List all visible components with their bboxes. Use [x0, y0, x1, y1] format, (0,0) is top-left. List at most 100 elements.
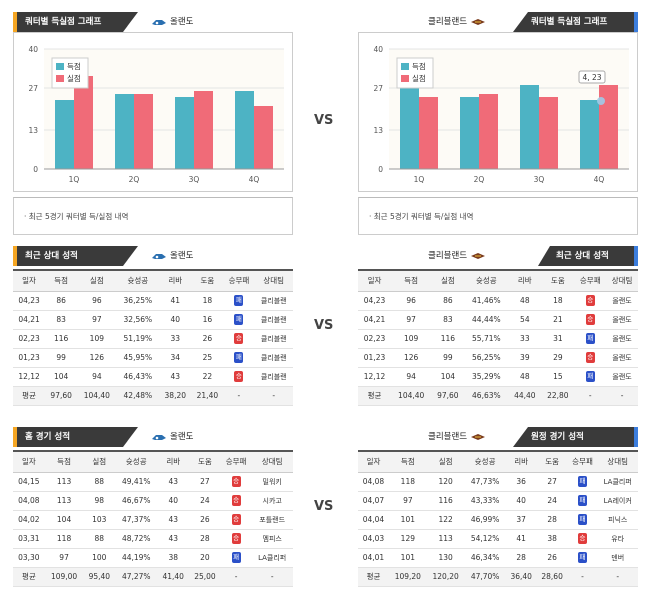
bar-allow — [74, 76, 93, 169]
date-cell: 04,02 — [13, 510, 45, 530]
average-cell: 41,40 — [157, 567, 190, 587]
recent-away-title: 최근 상대 성적 — [538, 246, 638, 266]
bar-allow — [479, 94, 498, 169]
table-row: 04,21 97 83 44,44% 54 21 승 올랜도 — [358, 310, 638, 330]
allow-cell: 130 — [426, 548, 465, 568]
reb-cell: 39 — [508, 348, 542, 368]
tooltip-text: 4, 23 — [582, 73, 601, 82]
ast-cell: 24 — [189, 491, 221, 511]
average-cell: 97,60 — [431, 386, 465, 406]
column-header: 슛성공 — [464, 271, 509, 292]
fg-cell: 49,41% — [115, 472, 158, 492]
column-header: 상대팀 — [606, 271, 638, 292]
result-cell: 패 — [567, 491, 598, 511]
average-cell: 120,20 — [426, 567, 465, 587]
quarter-graph-away: 클리블랜드 쿼터별 득실점 그래프 0 13 27 40 1Q 2Q 3Q 4Q 득점 실점 4, … — [358, 12, 638, 237]
result-cell: 패 — [574, 329, 607, 349]
column-header: 도움 — [189, 452, 221, 473]
ast-cell: 22 — [191, 367, 224, 387]
fg-cell: 44,44% — [464, 310, 509, 330]
opp-cell: 멤피스 — [251, 529, 293, 549]
away-games-title: 원정 경기 성적 — [513, 427, 638, 447]
pts-cell: 118 — [388, 472, 427, 492]
average-cell: 평균 — [13, 386, 46, 406]
date-cell: 04,23 — [13, 291, 46, 311]
bar-score — [175, 97, 194, 169]
loss-badge: 패 — [234, 295, 244, 306]
home-games-title: 홈 경기 성적 — [13, 427, 138, 447]
pts-cell: 97 — [44, 548, 84, 568]
opp-cell: 클리블랜 — [254, 367, 293, 387]
loss-badge: 패 — [578, 514, 587, 525]
table-row: 02,23 116 109 51,19% 33 26 승 클리블랜 — [13, 329, 293, 349]
fg-cell: 36,25% — [116, 291, 160, 311]
result-cell: 승 — [223, 367, 255, 387]
column-header: 승무패 — [220, 452, 252, 473]
quarter-away-title: 쿼터별 득실점 그래프 — [513, 12, 638, 32]
record-table: 일자 득점 실점 슛성공 리바 도움 승무패 상대팀 04,15 113 88 49,41% 43 27 승… — [13, 452, 293, 587]
recent-record-away: 클리블랜드 최근 상대 성적 일자 득점 실점 슛성공 리바 도움 승무패 상대팀 04,23 9… — [358, 246, 638, 406]
column-header: 실점 — [77, 271, 117, 292]
table-row: 04,03 129 113 54,12% 41 38 승 유타 — [358, 529, 638, 549]
column-header: 도움 — [536, 452, 568, 473]
recent-home-title: 최근 상대 성적 — [13, 246, 138, 266]
date-cell: 01,23 — [13, 348, 46, 368]
column-header: 슛성공 — [464, 452, 506, 473]
reb-cell: 54 — [508, 310, 542, 330]
table-header-row: 일자 득점 실점 슛성공 리바 도움 승무패 상대팀 — [13, 452, 293, 473]
allow-cell: 86 — [431, 291, 465, 311]
bar-allow — [134, 94, 153, 169]
legend-box — [51, 57, 89, 89]
table-row: 03,31 118 88 48,72% 43 28 승 멤피스 — [13, 529, 293, 549]
reb-cell: 40 — [159, 310, 192, 330]
average-cell: 42,48% — [116, 386, 160, 406]
column-header: 득점 — [388, 452, 427, 473]
y-tick-label: 40 — [28, 45, 38, 54]
y-tick-label: 27 — [373, 84, 383, 93]
result-cell: 패 — [567, 472, 598, 492]
away-games-team: 클리블랜드 — [428, 427, 486, 447]
fg-cell: 48,72% — [115, 529, 158, 549]
result-cell: 승 — [220, 510, 252, 530]
allow-cell: 120 — [426, 472, 465, 492]
x-tick-label: 2Q — [474, 175, 485, 184]
home-games-record: 홈 경기 성적 올랜도 일자 득점 실점 슛성공 리바 도움 승무패 상대팀 04,15 113 8… — [13, 427, 293, 587]
team-logo-icon — [471, 433, 486, 440]
pts-cell: 97 — [391, 310, 432, 330]
pts-cell: 129 — [388, 529, 427, 549]
opp-cell: 밀워키 — [251, 472, 293, 492]
reb-cell: 43 — [157, 529, 190, 549]
quarter-away-team: 클리블랜드 — [428, 12, 486, 32]
column-header: 리바 — [508, 271, 542, 292]
opp-cell: 올랜도 — [606, 329, 638, 349]
ast-cell: 38 — [536, 529, 568, 549]
column-header: 상대팀 — [251, 452, 293, 473]
quarter-chart-box: 0 13 27 40 1Q 2Q 3Q 4Q 득점 실점 4, 23 — [358, 32, 638, 192]
date-cell: 12,12 — [358, 367, 392, 387]
fg-cell: 43,33% — [464, 491, 506, 511]
column-header: 도움 — [541, 271, 575, 292]
ast-cell: 16 — [191, 310, 224, 330]
allow-cell: 88 — [83, 472, 116, 492]
average-cell: 25,00 — [189, 567, 221, 587]
opp-cell: LA클리퍼 — [597, 472, 638, 492]
team-name: 올랜도 — [170, 251, 194, 261]
average-cell: 22,80 — [541, 386, 575, 406]
column-header: 일자 — [13, 271, 46, 292]
away-games-record: 클리블랜드 원정 경기 성적 일자 득점 실점 슛성공 리바 도움 승무패 상대팀 04,08 1… — [358, 427, 638, 587]
y-tick-label: 40 — [373, 45, 383, 54]
average-cell: - — [574, 386, 607, 406]
record-table: 일자 득점 실점 슛성공 리바 도움 승무패 상대팀 04,23 96 86 41,46% 48 18 승 올… — [358, 271, 638, 406]
bar-score — [55, 100, 74, 169]
column-header: 실점 — [426, 452, 465, 473]
win-badge: 승 — [578, 533, 587, 544]
team-logo-icon — [471, 252, 486, 259]
pts-cell: 99 — [45, 348, 78, 368]
legend-label: 실점 — [67, 73, 81, 83]
allow-cell: 116 — [431, 329, 465, 349]
fg-cell: 45,95% — [116, 348, 160, 368]
column-header: 승무패 — [574, 271, 607, 292]
hover-marker — [597, 97, 605, 105]
legend-label: 실점 — [412, 73, 426, 83]
